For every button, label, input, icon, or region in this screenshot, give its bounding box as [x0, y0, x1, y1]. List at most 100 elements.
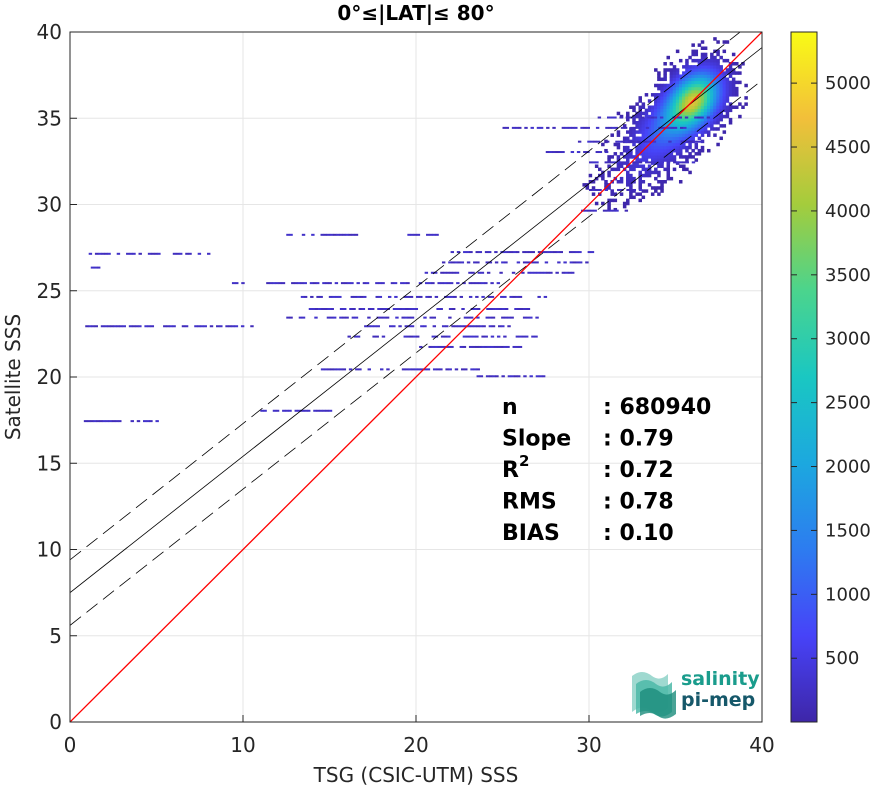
density-cell	[359, 295, 364, 298]
density-cell	[521, 271, 525, 274]
colorbar-tick-label: 3000	[825, 329, 871, 350]
density-cell	[650, 186, 655, 190]
density-cell	[663, 86, 667, 91]
density-cell	[691, 124, 695, 128]
density-cell	[234, 325, 239, 328]
density-cell	[310, 295, 314, 298]
density-cell	[722, 93, 727, 97]
density-cell	[654, 133, 658, 137]
density-cell	[660, 108, 664, 113]
density-cell	[666, 136, 671, 141]
density-cell	[728, 74, 733, 78]
density-cell	[489, 375, 493, 378]
density-cell	[706, 93, 711, 97]
density-cell	[447, 295, 451, 298]
density-cell	[503, 345, 507, 348]
density-cell	[657, 145, 661, 150]
density-cell	[619, 152, 624, 156]
density-cell	[85, 325, 89, 328]
density-cell	[675, 139, 680, 144]
density-cell	[480, 271, 485, 274]
density-cell	[339, 233, 343, 236]
density-cell	[678, 136, 683, 141]
density-cell	[710, 68, 714, 72]
density-cell	[591, 186, 596, 190]
density-cell	[334, 282, 339, 285]
density-cell	[463, 325, 468, 328]
density-cell	[666, 130, 671, 134]
density-cell	[629, 164, 633, 168]
density-cell	[622, 201, 627, 206]
density-cell	[731, 89, 736, 94]
density-cell	[590, 140, 594, 143]
density-cell	[716, 49, 720, 54]
density-cell	[626, 155, 630, 159]
density-cell	[688, 55, 692, 60]
density-cell	[556, 251, 560, 254]
density-cell	[666, 170, 671, 175]
density-cell	[710, 127, 714, 131]
density-cell	[113, 325, 117, 328]
density-cell	[697, 121, 702, 125]
density-cell	[685, 71, 689, 75]
density-cell	[710, 93, 714, 97]
density-cell	[301, 233, 306, 236]
density-cell	[669, 74, 674, 78]
density-cell	[504, 261, 508, 264]
wave-logo-icon	[632, 672, 676, 719]
density-cell	[401, 316, 405, 319]
density-cell	[487, 251, 492, 254]
density-cell	[432, 368, 437, 371]
density-cell	[650, 145, 655, 150]
density-cell	[666, 102, 671, 106]
y-tick-label: 15	[37, 451, 62, 475]
stat-value: : 0.10	[603, 521, 674, 546]
density-cell	[629, 133, 633, 137]
density-cell	[683, 140, 688, 143]
density-cell	[638, 111, 642, 116]
density-cell	[650, 130, 655, 134]
density-cell	[719, 99, 723, 103]
density-cell	[719, 80, 723, 85]
density-cell	[451, 308, 456, 310]
density-cell	[657, 152, 661, 156]
density-cell	[697, 71, 702, 75]
density-cell	[403, 282, 407, 285]
density-cell	[722, 80, 727, 85]
density-cell	[350, 282, 354, 285]
density-cell	[685, 148, 689, 153]
density-cell	[678, 121, 683, 125]
density-cell	[706, 80, 711, 85]
density-cell	[691, 93, 695, 97]
density-cell	[644, 117, 649, 122]
density-cell	[626, 136, 630, 141]
density-cell	[499, 271, 503, 274]
density-cell	[678, 99, 683, 103]
density-cell	[307, 409, 311, 412]
density-cell	[703, 127, 708, 131]
density-cell	[669, 71, 674, 75]
density-cell	[436, 308, 440, 310]
density-cell	[347, 335, 351, 338]
density-cell	[325, 282, 329, 285]
density-cell	[619, 161, 624, 165]
density-cell	[294, 409, 298, 412]
density-cell	[638, 136, 642, 141]
density-cell	[466, 325, 471, 328]
density-cell	[670, 126, 675, 129]
density-cell	[685, 136, 689, 141]
density-cell	[567, 126, 572, 129]
density-cell	[455, 271, 460, 274]
density-cell	[521, 335, 526, 338]
density-cell	[448, 316, 452, 319]
density-cell	[356, 335, 361, 338]
colorbar-tick-label: 2000	[825, 457, 871, 478]
density-cell	[423, 368, 428, 371]
density-cell	[694, 127, 699, 131]
density-cell	[626, 148, 630, 153]
density-cell	[688, 71, 692, 75]
density-cell	[663, 77, 667, 82]
density-cell	[548, 151, 553, 154]
density-cell	[470, 308, 475, 310]
density-cell	[380, 368, 384, 371]
